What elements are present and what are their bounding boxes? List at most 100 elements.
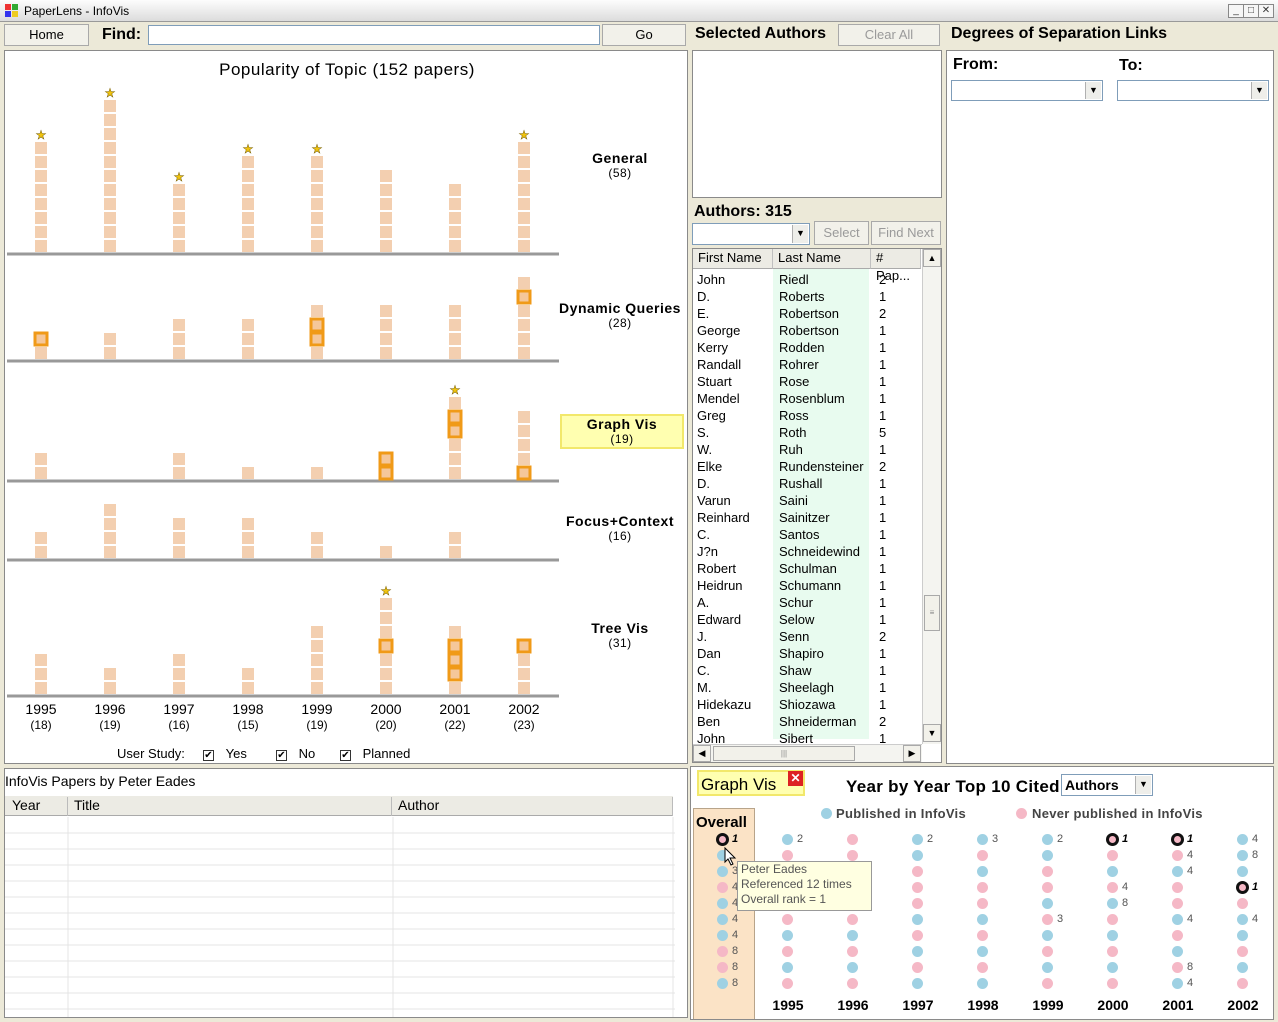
paper-square[interactable] <box>35 668 47 680</box>
clear-all-button[interactable]: Clear All <box>838 24 940 46</box>
author-dot-unpublished[interactable] <box>977 930 988 941</box>
paper-square[interactable] <box>311 668 323 680</box>
paper-square[interactable] <box>173 668 185 680</box>
paper-square[interactable] <box>380 305 392 317</box>
paper-square[interactable] <box>311 156 323 168</box>
paper-square[interactable] <box>173 347 185 359</box>
paper-square-highlighted[interactable] <box>447 666 463 682</box>
author-dot-unpublished[interactable] <box>782 914 793 925</box>
select-button[interactable]: Select <box>814 221 869 245</box>
paper-square[interactable] <box>518 439 530 451</box>
topic-label[interactable]: General (58) <box>557 150 683 180</box>
find-next-button[interactable]: Find Next <box>871 221 941 245</box>
author-dot-published[interactable] <box>977 978 988 989</box>
author-dot-published[interactable] <box>912 850 923 861</box>
paper-square[interactable] <box>518 319 530 331</box>
paper-square[interactable] <box>242 184 254 196</box>
paper-square[interactable] <box>104 240 116 252</box>
scroll-down-icon[interactable]: ▼ <box>923 724 941 742</box>
paper-square[interactable] <box>449 184 461 196</box>
col-paper-count[interactable]: # Pap... <box>871 249 921 283</box>
paper-square[interactable] <box>104 347 116 359</box>
paper-square[interactable] <box>173 226 185 238</box>
author-dot-unpublished[interactable] <box>1107 914 1118 925</box>
topic-label[interactable]: Tree Vis (31) <box>557 620 683 650</box>
paper-square[interactable] <box>104 170 116 182</box>
author-dot-unpublished[interactable] <box>1042 866 1053 877</box>
paper-square[interactable] <box>35 532 47 544</box>
paper-square[interactable] <box>104 198 116 210</box>
paper-square[interactable] <box>242 518 254 530</box>
paper-square[interactable] <box>311 682 323 694</box>
author-dot-published[interactable] <box>1172 978 1183 989</box>
table-row[interactable]: George Robertson 1 <box>693 322 921 339</box>
table-row[interactable]: C. Santos 1 <box>693 526 921 543</box>
paper-square[interactable] <box>104 100 116 112</box>
paper-square-highlighted[interactable] <box>447 423 463 439</box>
paper-square[interactable] <box>380 668 392 680</box>
paper-square[interactable] <box>104 668 116 680</box>
paper-square[interactable] <box>35 184 47 196</box>
paper-square[interactable] <box>449 397 461 409</box>
close-button[interactable]: ✕ <box>1258 4 1274 18</box>
from-dropdown[interactable]: ▼ <box>951 80 1103 101</box>
table-row[interactable]: John Riedl 2 <box>693 271 921 288</box>
author-dot-published[interactable] <box>1237 834 1248 845</box>
paper-square[interactable] <box>242 156 254 168</box>
paper-square[interactable] <box>173 184 185 196</box>
paper-square[interactable] <box>311 198 323 210</box>
paper-square[interactable] <box>518 411 530 423</box>
table-row[interactable]: S. Roth 5 <box>693 424 921 441</box>
paper-square[interactable] <box>311 212 323 224</box>
table-row[interactable]: Edward Selow 1 <box>693 611 921 628</box>
paper-square[interactable] <box>518 156 530 168</box>
table-row[interactable]: D. Roberts 1 <box>693 288 921 305</box>
paper-square[interactable] <box>242 546 254 558</box>
author-dot-unpublished[interactable] <box>782 978 793 989</box>
table-row[interactable]: Varun Saini 1 <box>693 492 921 509</box>
author-dot-unpublished[interactable] <box>716 833 729 846</box>
author-dot-published[interactable] <box>1237 962 1248 973</box>
table-row[interactable]: Reinhard Sainitzer 1 <box>693 509 921 526</box>
yes-checkbox[interactable]: ✔ <box>203 750 214 761</box>
paper-square[interactable] <box>311 170 323 182</box>
paper-square-highlighted[interactable] <box>378 451 394 467</box>
paper-square[interactable] <box>35 453 47 465</box>
paper-square[interactable] <box>449 682 461 694</box>
paper-square[interactable] <box>173 654 185 666</box>
paper-square[interactable] <box>35 198 47 210</box>
citation-mode-dropdown[interactable]: Authors ▼ <box>1061 774 1153 796</box>
scroll-thumb[interactable]: ≡ <box>924 595 940 631</box>
author-dot-published[interactable] <box>1042 834 1053 845</box>
hscroll-thumb[interactable]: ||| <box>713 746 855 761</box>
paper-square[interactable] <box>242 240 254 252</box>
paper-square[interactable] <box>104 184 116 196</box>
author-dot-published[interactable] <box>1237 866 1248 877</box>
author-dot-unpublished[interactable] <box>1172 962 1183 973</box>
paper-square[interactable] <box>104 682 116 694</box>
paper-square[interactable] <box>449 532 461 544</box>
paper-square[interactable] <box>104 156 116 168</box>
paper-square[interactable] <box>380 626 392 638</box>
author-dot-published[interactable] <box>977 946 988 957</box>
authors-hscrollbar[interactable]: ◀ ||| ▶ <box>693 744 922 762</box>
paper-square[interactable] <box>311 467 323 479</box>
paper-square[interactable] <box>35 170 47 182</box>
paper-square[interactable] <box>173 467 185 479</box>
paper-square[interactable] <box>518 425 530 437</box>
table-row[interactable]: Ben Shneiderman 2 <box>693 713 921 730</box>
author-dot-unpublished[interactable] <box>1042 946 1053 957</box>
paper-square[interactable] <box>35 546 47 558</box>
paper-square[interactable] <box>173 212 185 224</box>
paper-square-highlighted[interactable] <box>378 465 394 481</box>
author-dot-unpublished[interactable] <box>717 946 728 957</box>
planned-checkbox[interactable]: ✔ <box>340 750 351 761</box>
paper-square[interactable] <box>518 333 530 345</box>
paper-square[interactable] <box>449 453 461 465</box>
author-dot-unpublished[interactable] <box>1171 833 1184 846</box>
selected-authors-list[interactable] <box>692 50 942 198</box>
paper-square[interactable] <box>311 226 323 238</box>
author-dot-published[interactable] <box>912 946 923 957</box>
paper-square[interactable] <box>380 682 392 694</box>
author-dot-unpublished[interactable] <box>1236 881 1249 894</box>
